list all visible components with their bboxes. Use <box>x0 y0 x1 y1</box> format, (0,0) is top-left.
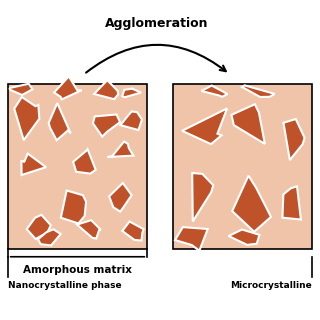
Polygon shape <box>242 85 275 97</box>
Polygon shape <box>49 103 71 140</box>
Text: Agglomeration: Agglomeration <box>105 17 209 30</box>
Polygon shape <box>93 115 120 137</box>
Polygon shape <box>73 149 96 174</box>
Polygon shape <box>175 227 208 251</box>
Polygon shape <box>122 89 141 97</box>
Polygon shape <box>54 76 82 100</box>
Polygon shape <box>14 97 39 140</box>
FancyBboxPatch shape <box>173 84 312 249</box>
Text: Nanocrystalline phase: Nanocrystalline phase <box>8 281 121 290</box>
Polygon shape <box>27 215 51 239</box>
Polygon shape <box>283 186 301 220</box>
Polygon shape <box>10 84 33 95</box>
Polygon shape <box>109 183 132 212</box>
FancyBboxPatch shape <box>8 84 147 249</box>
Polygon shape <box>61 190 86 223</box>
Polygon shape <box>228 229 260 245</box>
Text: Amorphous matrix: Amorphous matrix <box>23 265 132 275</box>
Polygon shape <box>21 154 46 175</box>
Polygon shape <box>120 111 142 130</box>
Polygon shape <box>201 85 228 97</box>
Polygon shape <box>232 176 271 232</box>
Polygon shape <box>108 141 133 157</box>
Polygon shape <box>231 104 265 144</box>
Polygon shape <box>182 108 227 144</box>
Polygon shape <box>122 221 144 241</box>
Polygon shape <box>284 119 305 160</box>
Polygon shape <box>77 220 101 238</box>
Polygon shape <box>94 80 118 99</box>
Polygon shape <box>192 173 213 221</box>
Polygon shape <box>38 229 61 245</box>
Text: Microcrystalline: Microcrystalline <box>230 281 312 290</box>
